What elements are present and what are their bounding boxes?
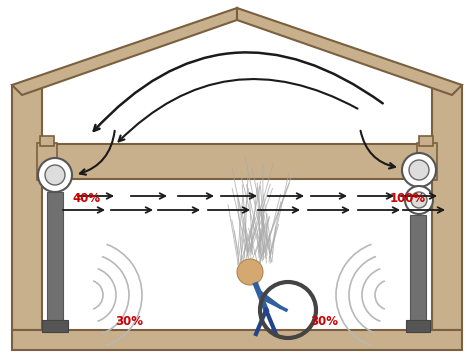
FancyBboxPatch shape (48, 144, 426, 179)
Circle shape (237, 259, 263, 285)
Circle shape (409, 160, 429, 180)
Circle shape (402, 153, 436, 187)
Bar (12, 330, 462, 350)
Text: 100%: 100% (390, 192, 426, 205)
Polygon shape (12, 8, 237, 95)
Text: 40%: 40% (72, 192, 100, 205)
Bar (419, 136, 433, 146)
Bar (37, 143, 57, 180)
Text: 30%: 30% (115, 315, 143, 328)
Circle shape (405, 186, 433, 214)
Bar (40, 136, 54, 146)
Bar (417, 143, 437, 180)
Bar (406, 320, 430, 332)
Bar (12, 85, 42, 330)
Text: 30%: 30% (310, 315, 338, 328)
Bar (432, 85, 462, 330)
Circle shape (411, 192, 427, 208)
Bar (47, 192, 63, 332)
Polygon shape (237, 8, 462, 95)
Circle shape (45, 165, 65, 185)
Circle shape (38, 158, 72, 192)
Bar (410, 215, 426, 332)
Bar (42, 320, 68, 332)
